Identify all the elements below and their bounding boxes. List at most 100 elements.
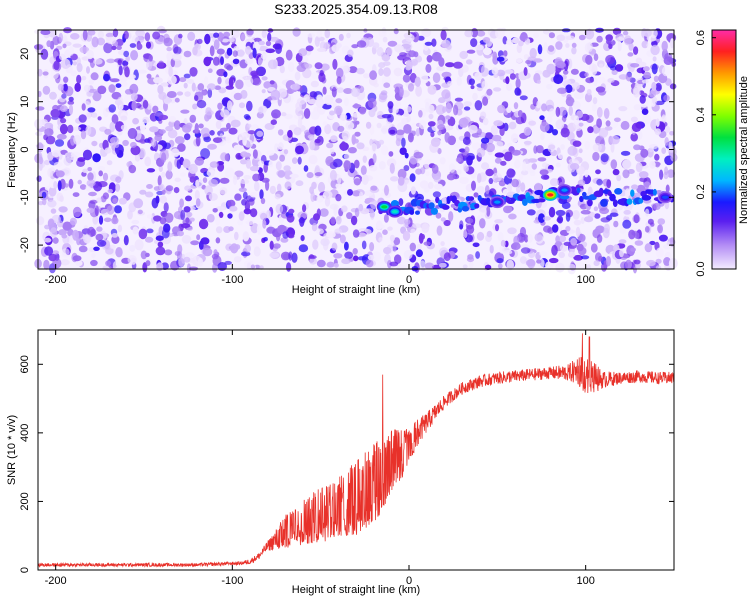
heatmap-peak [391,210,398,214]
heatmap-cell [567,145,578,156]
heatmap-cell [333,263,339,268]
heatmap-cell [572,210,580,220]
heatmap-cell [265,40,272,47]
heatmap-cell [180,223,191,229]
heatmap-cell [641,108,649,115]
heatmap-cell [220,127,229,132]
heatmap-cell [555,60,566,69]
heatmap-cell [657,218,666,225]
heatmap-cell [401,137,406,148]
heatmap-cell [148,54,153,62]
heatmap-cell [226,100,233,111]
heatmap-cell [50,108,60,118]
heatmap-cell [295,101,302,111]
heatmap-cell [115,83,122,88]
heatmap-cell [183,73,191,79]
heatmap-cell [663,94,670,102]
heatmap-cell [598,255,603,262]
heatmap-cell [305,45,314,52]
heatmap-cell [622,219,632,229]
heatmap-cell [44,246,54,256]
heatmap-cell [97,116,102,121]
heatmap-cell [206,83,216,91]
heatmap-cell [352,248,358,255]
heatmap-cell [326,261,335,268]
heatmap-cell [568,251,576,258]
heatmap-cell [278,88,288,98]
heatmap-cell [395,138,401,147]
heatmap-cell [184,91,191,97]
heatmap-cell [503,50,508,57]
heatmap-cell [105,260,111,267]
heatmap-cell [177,230,184,237]
heatmap-cell [506,107,512,113]
heatmap-cell [476,147,486,158]
heatmap-cell [351,44,359,49]
heatmap-cell [428,113,434,120]
heatmap-cell [571,47,577,55]
heatmap-cell [372,153,377,164]
heatmap-cell [322,86,327,95]
heatmap-cell [128,164,137,174]
heatmap-cell [269,36,280,42]
heatmap-cell [250,264,255,269]
heatmap-cell [61,93,67,99]
heatmap-cell [618,106,628,112]
heatmap-cell [587,186,593,197]
heatmap-cell [425,171,430,177]
heatmap-cell [145,41,152,49]
heatmap-cell [54,139,65,147]
heatmap-cell [460,64,469,73]
heatmap-cell [224,153,230,162]
heatmap-cell [333,253,343,259]
heatmap-cell [67,100,75,105]
heatmap-cell [541,103,547,112]
heatmap-cell [593,53,599,61]
heatmap-cell [253,181,260,192]
heatmap-cell [620,120,630,130]
heatmap-cell [226,122,231,130]
heatmap-cell [295,145,304,155]
heatmap-cell [228,127,238,135]
heatmap-cell [569,248,575,253]
heatmap-cell [324,123,332,135]
heatmap-cell [435,104,445,116]
heatmap-cell [232,174,238,185]
heatmap-cell [398,198,404,207]
heatmap-cell [120,124,128,131]
heatmap-cell [88,191,97,197]
heatmap-cell [427,85,437,95]
heatmap-cell [606,179,612,189]
heatmap-cell [329,203,339,210]
heatmap-cell [57,220,64,228]
heatmap-cell [217,76,222,85]
heatmap-cell [432,72,441,84]
heatmap-cell [237,49,245,58]
heatmap-cell [240,159,248,165]
heatmap-cell [610,65,617,71]
heatmap-cell [322,239,329,251]
heatmap-cell [514,87,521,96]
heatmap-cell [261,76,268,81]
snr-y-tick-label: 0 [19,567,31,573]
heatmap-cell [475,251,480,259]
heatmap-cell [275,43,282,54]
heatmap-cell [367,97,377,109]
heatmap-cell [137,69,147,74]
heatmap-cell [497,231,504,242]
heatmap-cell [437,124,446,130]
heatmap-cell [52,237,59,244]
snr-x-tick-label: -100 [221,575,243,587]
heatmap-cell [159,217,167,225]
heatmap-cell [503,205,513,214]
heatmap-cell [600,153,609,163]
heatmap-cell [87,29,96,36]
heatmap-cell [509,73,516,80]
heatmap-cell [617,41,622,52]
heatmap-cell [555,41,563,50]
heatmap-cell [500,239,506,248]
heatmap-cell [180,109,190,114]
heatmap-cell [659,116,668,121]
heatmap-cell [72,43,82,48]
heatmap-cell [506,82,513,91]
